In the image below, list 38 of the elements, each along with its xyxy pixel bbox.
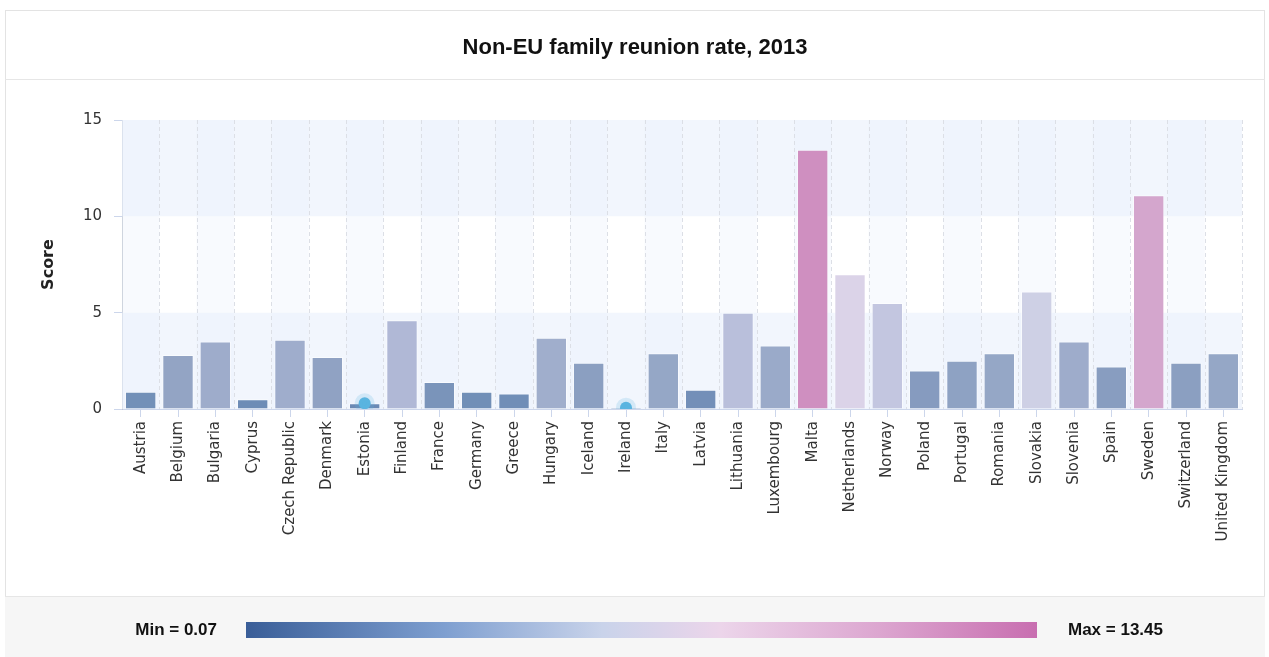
y-tick-label: 5 — [92, 302, 102, 321]
x-tick-label: Iceland — [578, 421, 597, 476]
x-tick-label: Switzerland — [1175, 421, 1194, 509]
x-tick-label: Romania — [989, 421, 1008, 487]
y-tick-label: 10 — [82, 206, 102, 225]
x-tick-label: Poland — [914, 421, 933, 472]
x-tick-label: Hungary — [541, 420, 560, 486]
chart-title: Non-EU family reunion rate, 2013 — [5, 10, 1265, 80]
x-tick-label: Austria — [130, 421, 149, 474]
y-tick-label: 0 — [92, 398, 102, 417]
text: Min = 0.07 — [135, 620, 217, 640]
y-axis-title: Score — [37, 238, 57, 290]
x-tick-label: Finland — [391, 421, 410, 475]
text: Max = 13.45 — [1068, 620, 1163, 640]
x-tick-label: Portugal — [951, 421, 970, 484]
x-tick-label: Bulgaria — [205, 421, 224, 484]
y-tick-label: 15 — [82, 109, 102, 128]
x-tick-label: Belgium — [167, 421, 186, 483]
x-tick-label: Germany — [466, 420, 485, 490]
x-tick-label: Luxembourg — [765, 421, 784, 515]
x-tick-label: Denmark — [317, 420, 336, 490]
x-tick-label: Lithuania — [727, 421, 746, 491]
x-tick-label: Estonia — [354, 421, 373, 477]
x-tick-label: Slovenia — [1063, 421, 1082, 485]
x-tick-label: Ireland — [615, 421, 634, 473]
x-tick-label: United Kingdom — [1213, 421, 1232, 542]
x-tick-label: Sweden — [1138, 421, 1157, 481]
x-tick-label: Italy — [653, 420, 672, 454]
x-tick-label: Norway — [877, 420, 896, 478]
x-tick-label: Slovakia — [1026, 421, 1045, 484]
x-tick-label: Czech Republic — [279, 421, 298, 536]
x-tick-label: Greece — [503, 421, 522, 475]
x-tick-label: Malta — [802, 421, 821, 463]
x-tick-label: Latvia — [690, 421, 709, 467]
x-tick-label: Netherlands — [839, 420, 858, 513]
x-tick-label: Spain — [1101, 421, 1120, 463]
x-tick-label: Cyprus — [242, 420, 261, 474]
x-tick-label: France — [429, 421, 448, 471]
